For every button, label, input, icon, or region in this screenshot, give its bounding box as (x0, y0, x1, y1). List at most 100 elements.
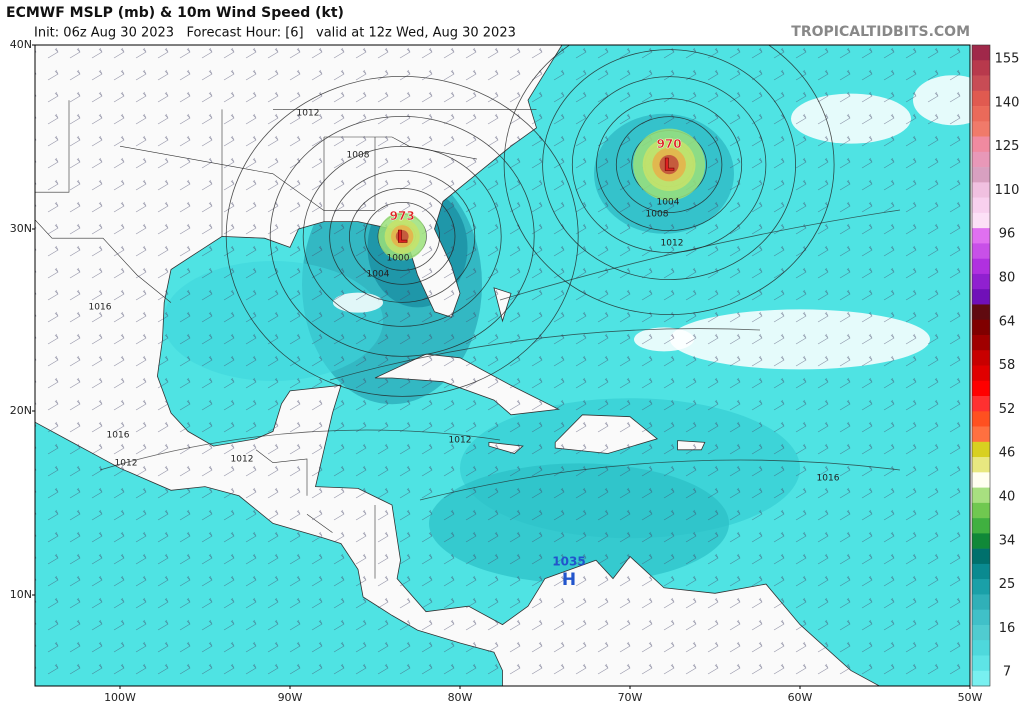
isobar-label: 1004 (657, 198, 680, 208)
colorbar-segment (972, 258, 990, 275)
isobar (99, 429, 501, 471)
latitude-label: 30N (10, 222, 32, 235)
colorbar-segment (972, 609, 990, 626)
isobar (349, 187, 456, 285)
source: TROPICALTIDBITS.COM (791, 24, 970, 40)
colorbar-segment (972, 90, 990, 107)
isobar-label: 1008 (347, 151, 370, 161)
high-symbol: H (562, 570, 576, 590)
isobar (419, 459, 901, 501)
isobar (503, 45, 835, 315)
longitude-label: 70W (618, 691, 643, 704)
colorbar-segment (972, 655, 990, 672)
isobar (364, 201, 441, 271)
colorbar-segment (972, 457, 990, 473)
colorbar-segment (972, 273, 990, 290)
colorbar-segment (972, 136, 990, 153)
colorbar-segment (972, 106, 990, 122)
isobar (329, 328, 761, 381)
colorbar-segment (972, 75, 990, 92)
colorbar-segment (972, 243, 990, 259)
colorbar-segment (972, 289, 990, 305)
isobar-label: 1016 (107, 431, 130, 441)
latitude-label: 20N (10, 404, 32, 417)
wind-barbs (35, 45, 970, 686)
colorbar-segment (972, 502, 990, 519)
latitude-label: 10N (10, 588, 32, 601)
storm-core (395, 229, 409, 243)
colorbar-segment (972, 350, 990, 366)
colorbar-label: 40 (999, 490, 1016, 505)
isobar-label: 1008 (646, 210, 669, 220)
colorbar-segment (972, 60, 990, 76)
storm-core (659, 155, 679, 175)
isobar (571, 76, 767, 254)
colorbar-segment (972, 624, 990, 641)
title: ECMWF MSLP (mb) & 10m Wind Speed (kt) (6, 5, 344, 21)
colorbar-segment (972, 182, 990, 198)
isobar-label: 1012 (661, 239, 684, 249)
isobar (615, 116, 723, 214)
isobar (542, 49, 796, 281)
low-symbol: L (664, 156, 675, 176)
longitude-label: 50W (958, 691, 983, 704)
isobar (499, 209, 901, 301)
colorbar-segment (972, 334, 990, 351)
longitude-label: 90W (278, 691, 303, 704)
map-frame (34, 44, 971, 687)
colorbar-label: 110 (995, 183, 1020, 198)
colorbar-segment (972, 640, 990, 656)
isobar (596, 98, 743, 232)
latitude-label: 40N (10, 38, 32, 51)
colorbar-segment (972, 319, 990, 336)
low-pressure-value: 970 (657, 137, 682, 151)
colorbar-segment (972, 548, 990, 565)
colorbar-label: 16 (999, 621, 1016, 636)
isobar-label: 1012 (449, 436, 472, 446)
isobar-label: 1016 (89, 303, 112, 313)
colorbar-segment (972, 228, 990, 244)
colorbar-segment (972, 487, 990, 504)
low-pressure-value: 973 (390, 209, 415, 223)
subtitle: Init: 06z Aug 30 2023 Forecast Hour: [6]… (34, 26, 516, 41)
colorbar-segment (972, 472, 990, 488)
colorbar-label: 58 (999, 358, 1016, 373)
colorbar-segment (972, 45, 990, 61)
colorbar-segment (972, 411, 990, 427)
isobar-label: 1004 (367, 270, 390, 280)
isobar-label: 1012 (115, 459, 138, 469)
colorbar-label: 96 (999, 227, 1016, 242)
isobar (225, 75, 579, 397)
colorbar-label: 80 (999, 271, 1016, 286)
longitude-label: 80W (448, 691, 473, 704)
colorbar-segment (972, 121, 990, 137)
colorbar-segment (972, 533, 990, 549)
high-pressure-value: 1035 (552, 555, 585, 569)
colorbar-label: 140 (995, 95, 1020, 110)
colorbar-segment (972, 380, 990, 397)
longitude-label: 100W (104, 691, 136, 704)
low-symbol: L (397, 227, 408, 247)
colorbar-segment (972, 426, 990, 443)
colorbar-segment (972, 167, 990, 183)
colorbar-segment (972, 670, 990, 687)
colorbar-segment (972, 151, 990, 168)
isobar-label: 1012 (231, 455, 254, 465)
colorbar-segment (972, 563, 990, 580)
colorbar-label: 155 (995, 52, 1020, 67)
colorbar-label: 25 (999, 577, 1016, 592)
colorbar-label: 125 (995, 139, 1020, 154)
colorbar-label: 64 (999, 314, 1016, 329)
isobar (269, 115, 535, 357)
colorbar-segment (972, 396, 990, 412)
colorbar-segment (972, 365, 990, 382)
isobar-label: 1016 (817, 474, 840, 484)
colorbar-segment (972, 594, 990, 610)
longitude-label: 60W (788, 691, 813, 704)
isobar-label: 1012 (297, 109, 320, 119)
colorbar-segment (972, 212, 990, 229)
colorbar-segment (972, 197, 990, 214)
colorbar-segment (972, 579, 990, 595)
